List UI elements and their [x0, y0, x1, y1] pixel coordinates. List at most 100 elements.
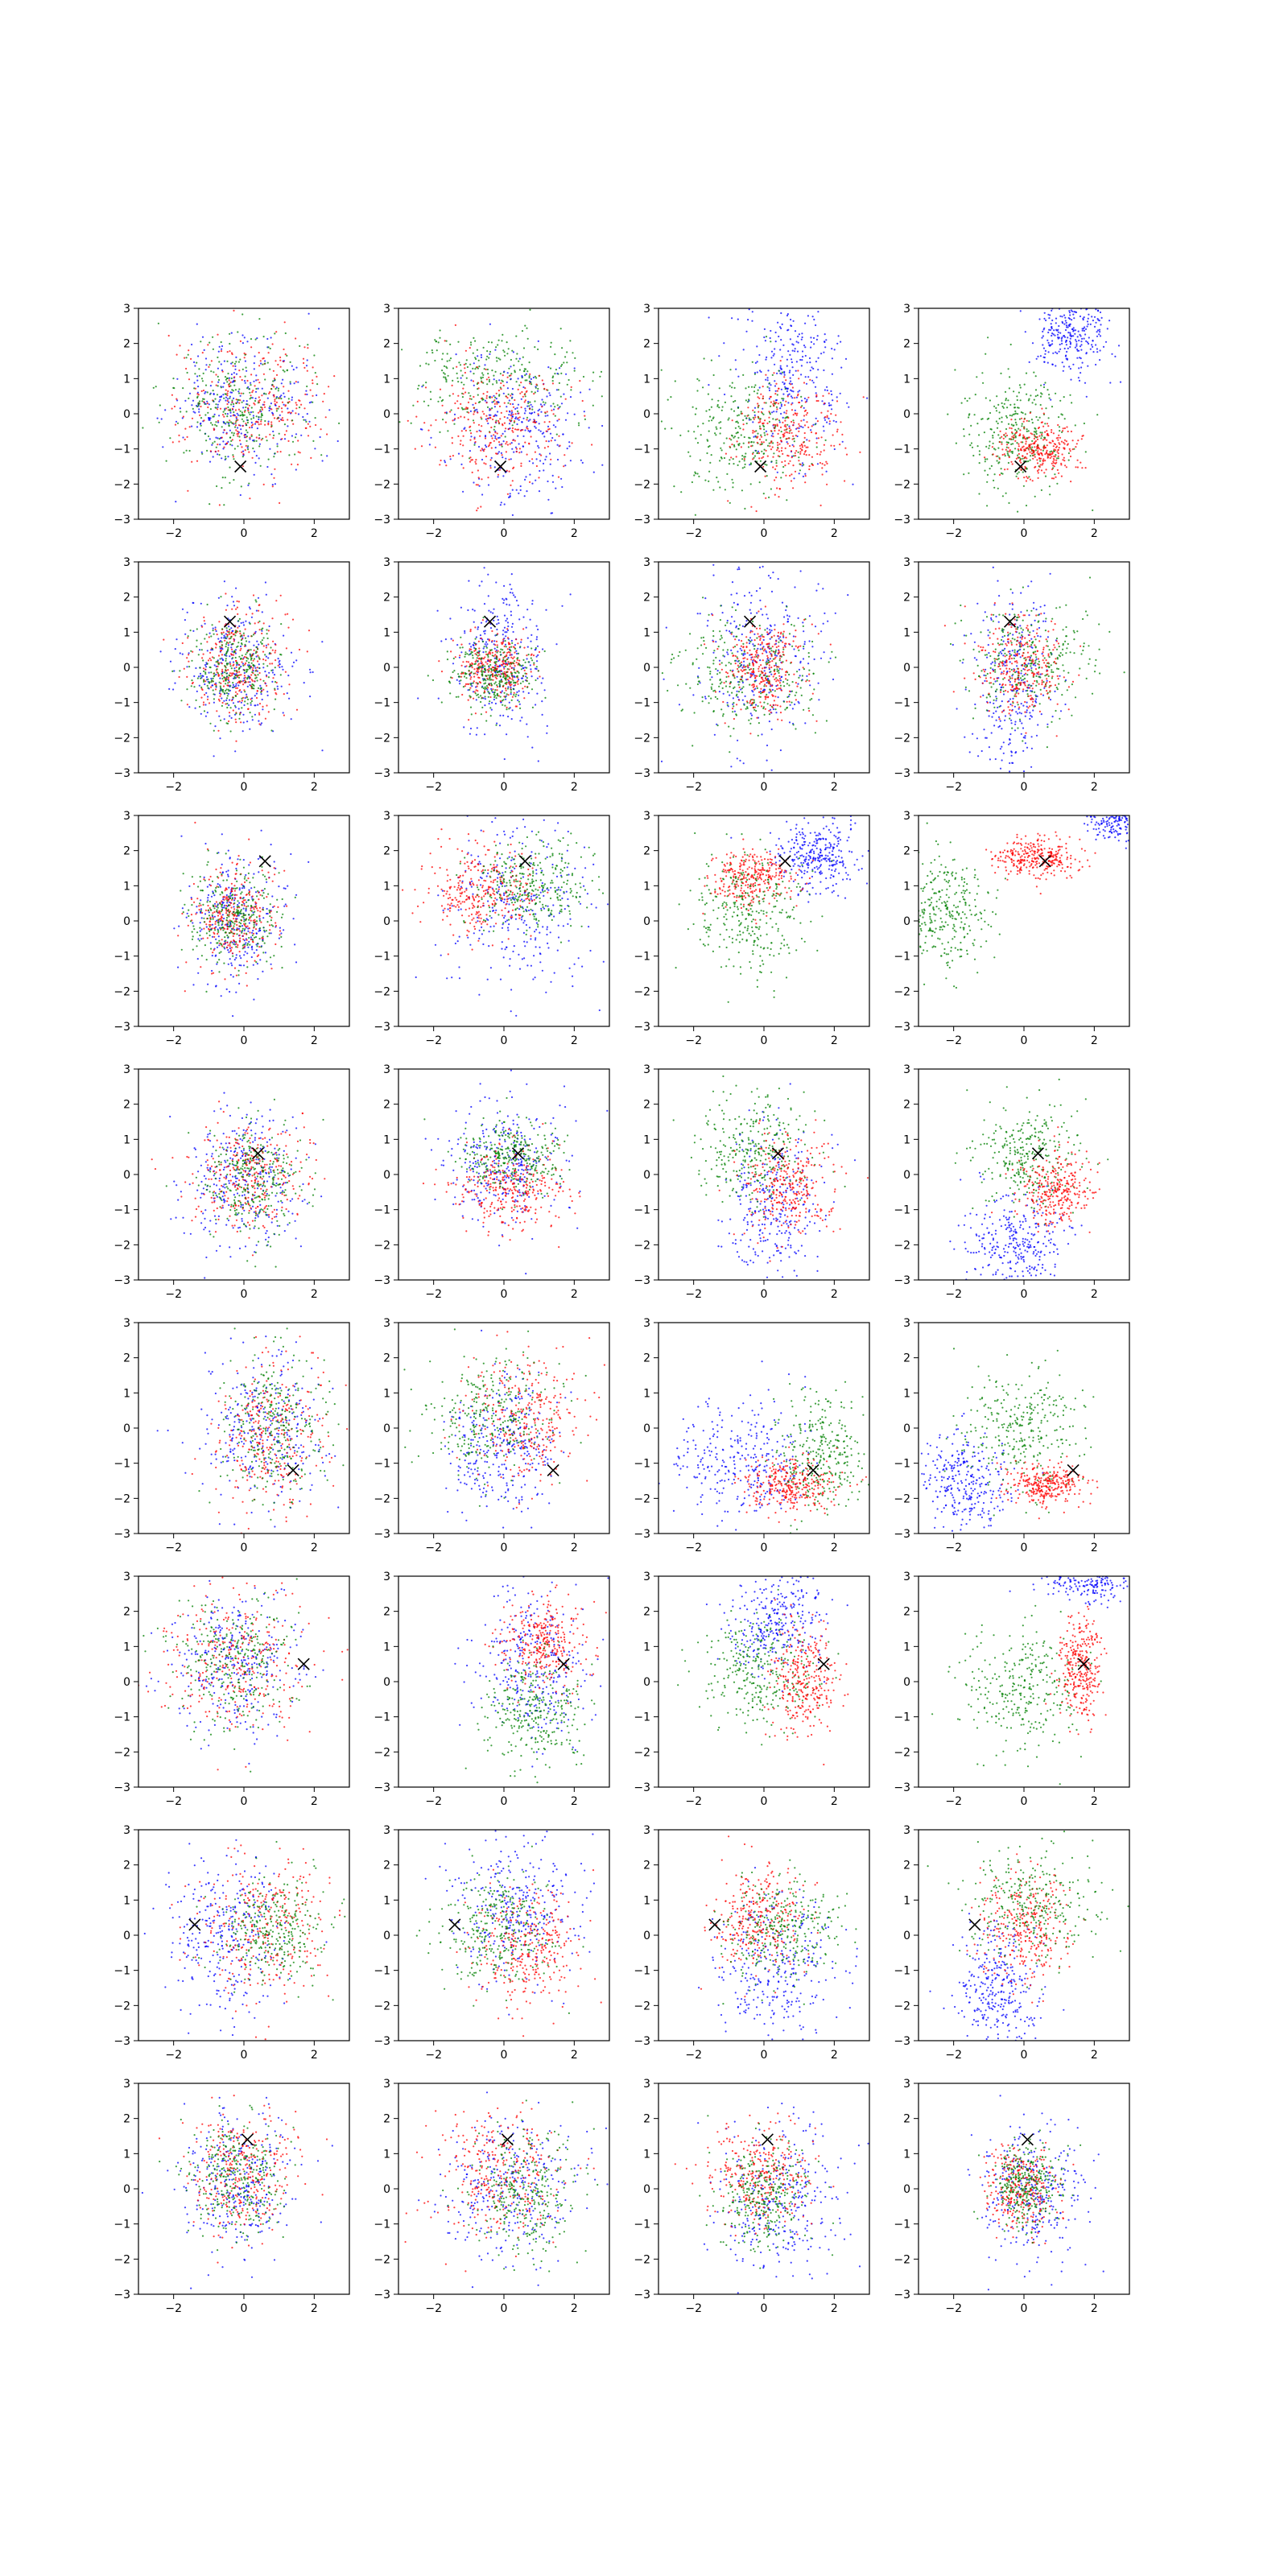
data-point: [806, 439, 808, 441]
data-point: [803, 444, 806, 447]
data-point: [244, 382, 246, 384]
data-point: [258, 663, 260, 666]
data-point: [1015, 475, 1018, 477]
data-point: [777, 444, 779, 447]
data-point: [468, 392, 470, 394]
data-point: [243, 434, 246, 436]
data-point: [186, 704, 188, 706]
data-point: [231, 399, 233, 402]
data-point: [762, 465, 765, 468]
data-point: [828, 417, 830, 420]
data-point: [566, 448, 568, 450]
data-point: [486, 419, 489, 423]
data-point: [202, 659, 204, 662]
data-point: [1035, 432, 1038, 436]
data-point: [472, 419, 475, 422]
data-point: [817, 357, 819, 359]
data-point: [434, 359, 436, 362]
data-point: [229, 628, 231, 631]
data-point: [279, 653, 282, 656]
data-point: [185, 357, 188, 359]
data-point: [768, 398, 771, 400]
data-point: [287, 402, 290, 404]
data-point: [802, 426, 804, 429]
data-point: [552, 408, 555, 411]
data-point: [203, 401, 205, 403]
data-point: [225, 654, 227, 657]
data-point: [224, 393, 226, 395]
data-point: [225, 592, 227, 595]
data-point: [780, 440, 782, 442]
data-point: [694, 471, 696, 473]
data-point: [803, 436, 806, 440]
data-point: [267, 352, 270, 354]
data-point: [205, 691, 208, 695]
data-point: [787, 402, 790, 404]
data-point: [497, 695, 500, 697]
data-point: [999, 437, 1001, 440]
data-point: [826, 462, 828, 465]
data-point: [1022, 485, 1025, 487]
data-point: [523, 368, 526, 370]
data-point: [766, 356, 768, 358]
data-point: [1078, 367, 1080, 369]
data-point: [716, 405, 719, 407]
data-point: [275, 650, 277, 652]
data-point: [781, 323, 783, 325]
data-point: [227, 440, 229, 444]
data-point: [466, 365, 469, 369]
data-point: [227, 678, 229, 680]
data-point: [264, 419, 266, 423]
data-point: [228, 421, 230, 423]
data-point: [497, 419, 500, 423]
data-point: [828, 402, 830, 404]
data-point: [529, 618, 531, 621]
data-point: [222, 386, 225, 388]
data-point: [497, 622, 500, 625]
data-point: [229, 395, 231, 398]
data-point: [817, 437, 820, 440]
data-point: [208, 702, 211, 704]
data-point: [820, 411, 823, 414]
data-point: [996, 395, 998, 398]
data-point: [227, 648, 229, 651]
data-point: [226, 360, 229, 362]
data-point: [737, 375, 740, 378]
data-point: [734, 359, 737, 361]
data-point: [439, 396, 441, 398]
data-point: [208, 460, 212, 463]
data-point: [233, 458, 235, 460]
data-point: [494, 671, 497, 674]
data-point: [774, 402, 777, 404]
data-point: [250, 374, 253, 376]
data-point: [473, 373, 475, 375]
data-point: [526, 609, 529, 611]
data-point: [219, 398, 221, 401]
data-point: [262, 363, 264, 365]
data-point: [730, 408, 733, 411]
data-point: [491, 369, 493, 372]
data-point: [1026, 476, 1028, 478]
data-point: [484, 437, 487, 440]
data-point: [1047, 425, 1050, 427]
data-point: [265, 593, 267, 596]
data-point: [250, 346, 253, 349]
data-point: [259, 641, 262, 643]
data-point: [537, 654, 539, 657]
data-point: [480, 356, 483, 358]
data-point: [180, 700, 183, 702]
data-point: [221, 701, 224, 704]
data-point: [551, 409, 553, 411]
data-point: [201, 400, 204, 402]
data-point: [503, 614, 506, 617]
data-point: [1044, 382, 1046, 384]
data-point: [255, 676, 258, 679]
data-point: [968, 433, 971, 436]
data-point: [832, 419, 835, 422]
data-point: [563, 393, 565, 395]
data-point: [514, 369, 516, 372]
x-tick-label: 2: [311, 781, 318, 794]
data-point: [531, 600, 534, 602]
data-point: [510, 718, 513, 720]
data-point: [213, 683, 216, 686]
